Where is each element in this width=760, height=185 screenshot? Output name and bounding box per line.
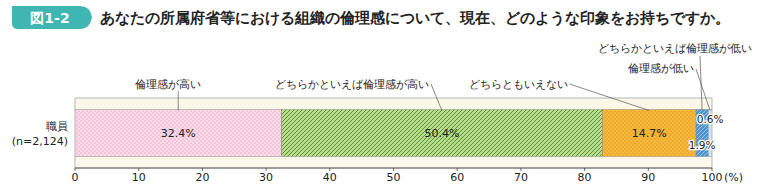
leader-line xyxy=(431,84,442,111)
series-name: 倫理感が低い xyxy=(628,62,694,75)
leader-line xyxy=(178,91,179,111)
data-label: 14.7% xyxy=(632,127,667,140)
bars xyxy=(75,110,712,157)
figure-label: 図1-2 xyxy=(30,10,69,26)
bar-segment xyxy=(281,110,602,157)
data-label: 0.6% xyxy=(697,113,724,125)
title: あなたの所属府省等における組織の倫理感について、現在、どのような印象をお持ちです… xyxy=(100,9,730,27)
data-label: 32.4% xyxy=(161,127,196,140)
x-tick-label: 100 xyxy=(702,171,723,184)
series-name: どちらかといえば倫理感が高い xyxy=(275,78,429,91)
x-tick-label: 40 xyxy=(323,171,337,184)
category-label: 職員(n=2,124) xyxy=(12,120,68,148)
x-tick-label: 0 xyxy=(72,171,79,184)
series-name: どちらかといえば倫理感が低い xyxy=(598,42,752,55)
plot-area xyxy=(75,98,712,168)
x-tick-label: 60 xyxy=(450,171,464,184)
leader-line xyxy=(696,69,710,111)
x-tick-label: 70 xyxy=(514,171,528,184)
x-tick-label: 10 xyxy=(132,171,146,184)
x-tick-label: 90 xyxy=(641,171,655,184)
title-badge xyxy=(12,6,92,29)
x-tick-label: 20 xyxy=(195,171,209,184)
x-tick-label: 30 xyxy=(259,171,273,184)
bar-segment xyxy=(602,110,696,157)
labels: 職員(n=2,124) 32.4% 50.4% 14.7% 1.9% 0.6% 倫理感が高い… xyxy=(12,42,752,151)
leader-line xyxy=(570,84,650,111)
series-name: どちらともいえない xyxy=(469,78,568,91)
x-axis-label: (%) xyxy=(724,171,743,184)
chart: 図1-2 あなたの所属府省等における組織の倫理感について、現在、どのような印象をお… xyxy=(0,0,760,185)
series-name: 倫理感が高い xyxy=(135,78,201,91)
data-label: 1.9% xyxy=(689,139,716,151)
bar-segment xyxy=(75,110,281,157)
x-tick-label: 50 xyxy=(387,171,401,184)
data-label: 50.4% xyxy=(424,127,459,140)
x-tick-label: 80 xyxy=(578,171,592,184)
